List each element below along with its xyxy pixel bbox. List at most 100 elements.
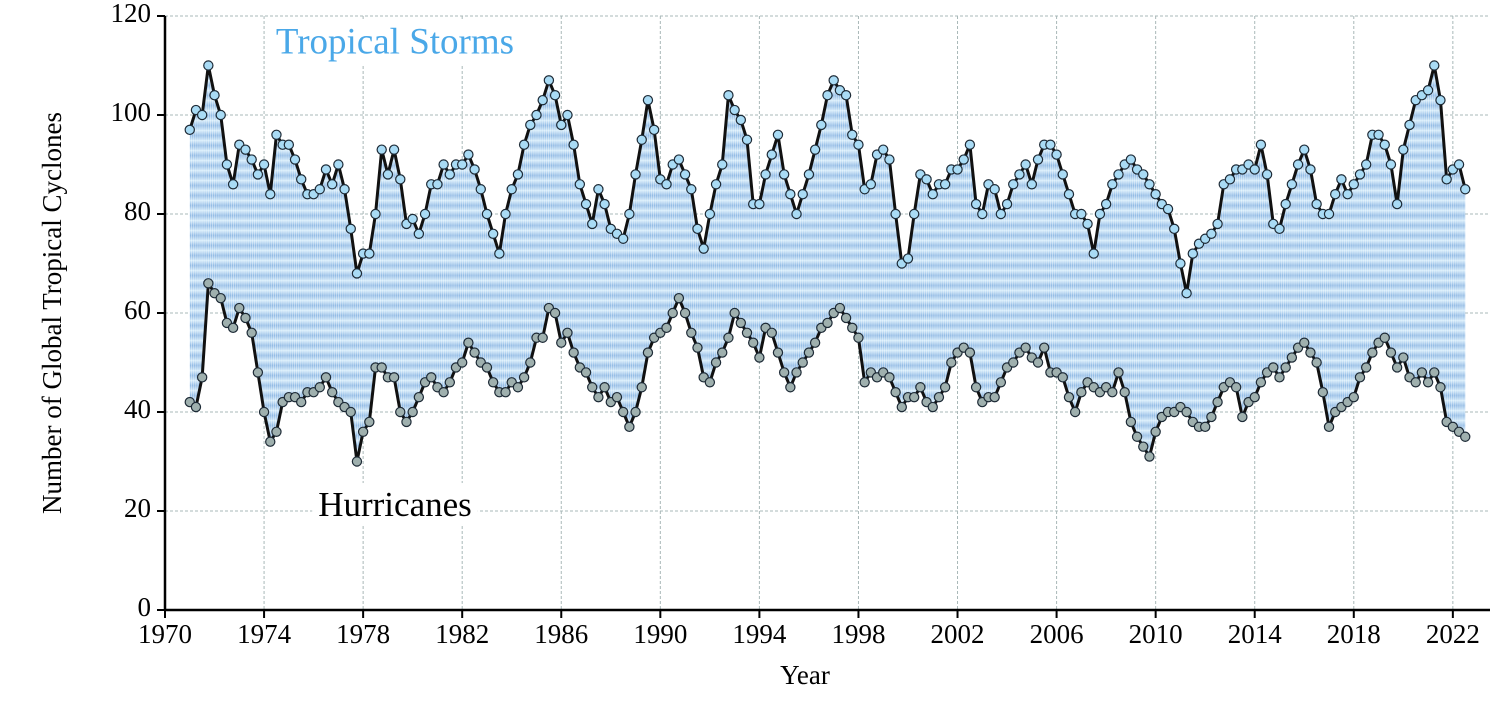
data-point: [797, 357, 808, 368]
data-point: [518, 372, 530, 383]
data-point: [1311, 198, 1322, 210]
data-point: [1441, 174, 1452, 185]
data-point: [1429, 367, 1440, 378]
data-point: [314, 382, 325, 393]
data-point: [1057, 169, 1068, 180]
data-point: [593, 391, 604, 403]
data-point: [512, 382, 524, 393]
data-point: [1330, 188, 1341, 200]
data-point: [648, 124, 660, 136]
data-point: [1206, 228, 1217, 239]
data-point: [686, 184, 697, 195]
data-point: [487, 377, 499, 388]
data-point: [803, 347, 815, 358]
data-point: [1144, 451, 1155, 462]
data-point: [438, 387, 449, 398]
data-point: [1391, 362, 1403, 373]
y-axis-label: Number of Global Tropical Cyclones: [37, 112, 67, 514]
data-point: [865, 179, 877, 190]
data-point: [487, 228, 499, 239]
data-point: [785, 382, 796, 393]
x-tick-label: 1978: [336, 619, 390, 649]
data-point: [203, 278, 214, 289]
label-background: [269, 19, 521, 65]
data-point: [382, 169, 394, 180]
x-axis-label: Year: [780, 660, 830, 690]
x-tick-label: 2022: [1426, 619, 1480, 649]
data-point: [1385, 347, 1397, 358]
data-point: [1323, 208, 1335, 220]
data-point: [1249, 164, 1260, 175]
data-point: [1391, 198, 1403, 210]
data-point: [463, 337, 474, 348]
data-point: [822, 89, 833, 101]
data-point: [258, 406, 270, 418]
data-point: [679, 307, 691, 319]
data-point: [203, 60, 214, 71]
data-point: [748, 337, 759, 348]
data-point: [686, 327, 697, 338]
data-point: [1379, 332, 1390, 343]
data-point: [1429, 60, 1440, 71]
data-point: [704, 377, 716, 388]
data-point: [407, 213, 418, 225]
data-point: [1360, 362, 1372, 373]
data-point: [1354, 372, 1366, 383]
data-point: [1360, 159, 1372, 170]
data-point: [970, 198, 982, 210]
data-point: [1422, 377, 1434, 388]
data-point: [1020, 342, 1031, 353]
data-point: [326, 179, 338, 190]
data-point: [1150, 188, 1161, 200]
data-point: [1348, 391, 1359, 403]
data-point: [1385, 159, 1397, 170]
band: [189, 65, 1466, 462]
data-point: [419, 208, 431, 220]
data-point: [265, 188, 276, 200]
data-point: [1162, 203, 1174, 215]
data-point: [766, 327, 777, 338]
data-point: [791, 367, 802, 378]
data-point: [939, 382, 951, 393]
data-point: [704, 208, 716, 220]
data-point: [271, 129, 282, 140]
data-point: [1286, 352, 1298, 363]
data-point: [469, 347, 480, 358]
x-tick-label: 1986: [534, 619, 588, 649]
data-point: [196, 372, 208, 383]
data-point: [1354, 169, 1366, 180]
x-tick-label: 1998: [831, 619, 885, 649]
y-tick-label: 20: [124, 493, 151, 523]
data-point: [500, 208, 511, 220]
data-point: [234, 302, 245, 314]
data-point: [1051, 149, 1062, 160]
data-point: [196, 109, 208, 121]
data-point: [661, 179, 672, 190]
data-point: [506, 184, 517, 195]
data-point: [692, 223, 703, 235]
data-point: [1088, 248, 1099, 259]
data-point: [413, 228, 425, 239]
data-point: [252, 367, 264, 378]
data-point: [587, 218, 598, 230]
data-point: [710, 179, 722, 190]
data-point: [1274, 223, 1285, 235]
data-point: [500, 387, 511, 398]
data-point: [939, 179, 951, 190]
data-point: [964, 347, 976, 358]
data-point: [754, 352, 765, 363]
data-point: [1113, 367, 1124, 378]
data-point: [1076, 387, 1087, 398]
data-point: [1249, 391, 1260, 403]
data-point: [1292, 159, 1304, 170]
data-point: [351, 456, 363, 467]
data-point: [1113, 169, 1124, 180]
data-point: [1082, 218, 1093, 230]
data-point: [1020, 159, 1031, 170]
data-point: [1317, 387, 1329, 398]
data-point: [395, 174, 406, 185]
data-point: [407, 406, 418, 418]
data-point: [444, 169, 456, 180]
data-point: [1286, 179, 1298, 190]
data-point: [1063, 391, 1075, 403]
